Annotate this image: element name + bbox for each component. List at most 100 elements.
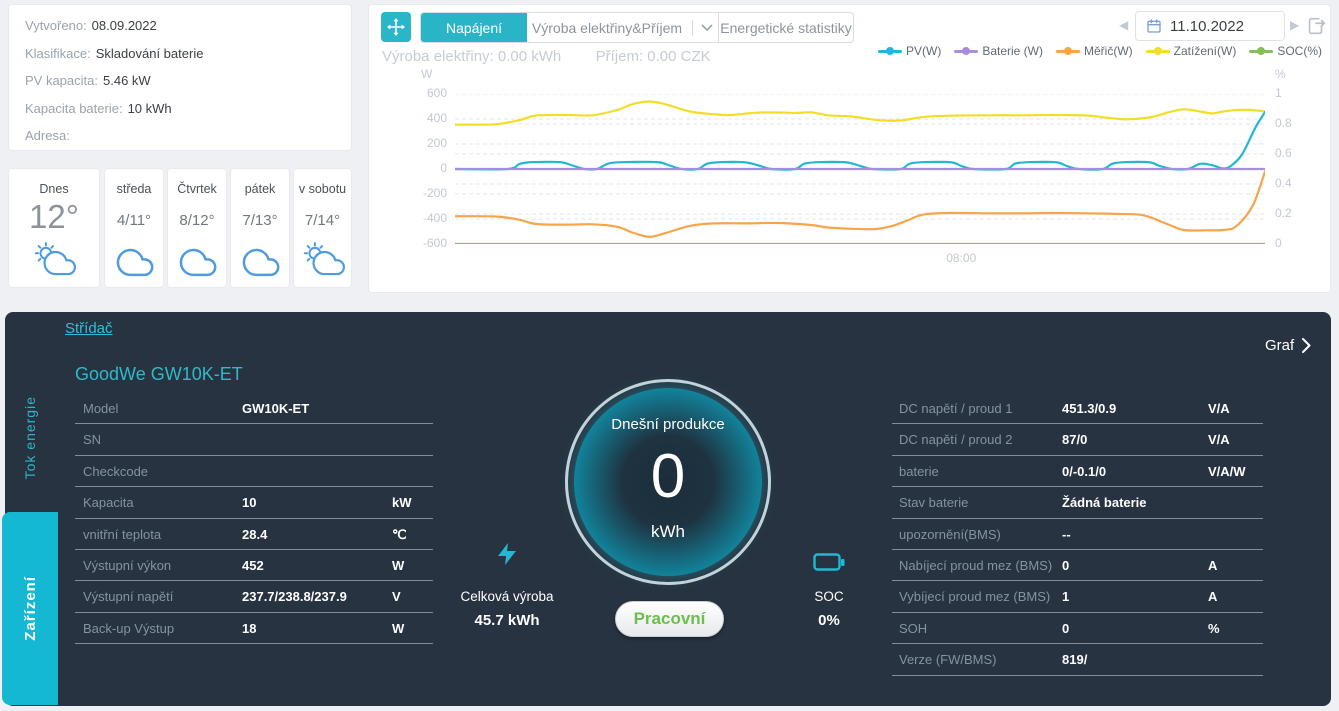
- tab-divider: [692, 19, 694, 36]
- legend-item[interactable]: PV(W): [877, 44, 942, 58]
- info-label: PV kapacita:: [25, 73, 98, 89]
- row-value: 0: [1062, 620, 1070, 636]
- weather-day-name: Čtvrtek: [177, 182, 217, 196]
- row-label: Výstupní napětí: [83, 589, 174, 605]
- info-row: Kapacita baterie: 10 kWh: [25, 101, 172, 116]
- info-label: Adresa:: [25, 128, 70, 144]
- legend-dot-marker: [1064, 47, 1072, 55]
- row-label: Výstupní výkon: [83, 557, 172, 573]
- weather-icon-wrap: [105, 241, 163, 279]
- legend-label: PV(W): [905, 44, 942, 58]
- row-value: 18: [242, 620, 257, 636]
- legend-item[interactable]: Baterie (W): [954, 44, 1043, 58]
- weather-card: Čtvrtek 8/12°: [167, 168, 227, 288]
- y-right-tick: 0.6: [1275, 146, 1292, 160]
- chart-panel: Napájení Výroba elektřiny&Příjem Energet…: [368, 4, 1331, 293]
- device-panel: Tok energie Zařízení Střídač Graf GoodWe…: [2, 312, 1331, 706]
- weather-temperature: 12°: [29, 198, 79, 235]
- x-axis-tick: 08:00: [946, 251, 977, 265]
- info-row: Klasifikace: Skladování baterie: [25, 46, 203, 61]
- table-row: Nabíjecí proud mez (BMS) 0 A: [892, 550, 1263, 582]
- plant-info-card: Vytvořeno: 08.09.2022 Klasifikace: Skladová…: [8, 4, 352, 151]
- legend-item[interactable]: Zatížení(W): [1145, 44, 1236, 58]
- weather-card: středa 4/11°: [104, 168, 164, 288]
- row-label: SN: [83, 432, 102, 448]
- daily-summary: Výroba elektřiny: 0.00 kWh Příjem: 0.00 …: [382, 48, 711, 65]
- row-label: Stav baterie: [899, 495, 969, 511]
- gauge-title: Dnešní produkce: [611, 416, 725, 434]
- row-label: Model: [83, 401, 119, 416]
- legend-item[interactable]: SOC(%): [1249, 44, 1322, 58]
- cloud-icon: [116, 248, 154, 277]
- export-button[interactable]: [1305, 15, 1327, 42]
- production-label: Výroba elektřiny:: [382, 48, 494, 65]
- status-button[interactable]: Pracovní: [615, 601, 724, 637]
- row-label: vnitřní teplota: [83, 526, 162, 542]
- y-left-tick: -400: [422, 211, 447, 225]
- row-label: baterie: [899, 463, 939, 479]
- total-production-value: 45.7 kWh: [474, 612, 540, 629]
- table-row: Back-up Výstup 18 W: [75, 613, 433, 645]
- weather-icon-wrap: [294, 241, 351, 279]
- sidebar-item-zarizeni[interactable]: Zařízení: [2, 512, 58, 705]
- weather-card: pátek 7/13°: [230, 168, 290, 288]
- previous-day-arrow[interactable]: ◀: [1119, 18, 1129, 32]
- legend-line-marker: [1145, 47, 1170, 55]
- date-picker[interactable]: 11.10.2022: [1135, 11, 1285, 41]
- tab-stridac[interactable]: Střídač: [65, 320, 113, 337]
- table-row: SOH 0%: [892, 613, 1263, 645]
- row-label: Vybíjecí proud mez (BMS): [899, 589, 1051, 605]
- row-value: 0: [1062, 557, 1070, 573]
- calendar-icon: [1147, 19, 1161, 33]
- legend-label: SOC(%): [1277, 44, 1322, 58]
- tab-energeticke-statistiky[interactable]: Energetické statistiky: [719, 13, 853, 42]
- table-row: Checkcode: [75, 456, 433, 488]
- tab-vyroba-prijem[interactable]: Výroba elektřiny&Příjem: [527, 13, 719, 42]
- legend-line-marker: [877, 47, 902, 55]
- y-left-tick: 400: [426, 111, 447, 125]
- info-row: Vytvořeno: 08.09.2022: [25, 18, 157, 33]
- income-label: Příjem:: [595, 48, 644, 65]
- legend-dot-marker: [962, 47, 971, 55]
- status-label: Pracovní: [633, 609, 706, 628]
- row-unit: %: [1208, 620, 1220, 636]
- series-Zatížení(W): [455, 100, 1265, 126]
- table-row: Výstupní výkon 452 W: [75, 550, 433, 582]
- table-row: vnitřní teplota 28.4 ℃: [75, 519, 433, 550]
- power-line-chart[interactable]: [455, 94, 1265, 244]
- weather-temperature: 7/14°: [304, 212, 341, 229]
- row-value: 451.3/0.9: [1062, 401, 1117, 416]
- next-day-arrow[interactable]: ▶: [1290, 18, 1300, 32]
- row-label: Nabíjecí proud mez (BMS): [899, 557, 1053, 573]
- table-row: Výstupní napětí 237.7/238.8/237.9 V: [75, 581, 433, 613]
- row-label: DC napětí / proud 2: [899, 432, 1013, 448]
- tab-napajeni[interactable]: Napájení: [421, 13, 527, 42]
- device-title: GoodWe GW10K-ET: [75, 364, 243, 384]
- info-row: PV kapacita: 5.46 kW: [25, 73, 151, 88]
- graf-link[interactable]: Graf: [1265, 337, 1311, 354]
- table-row: DC napětí / proud 2 87/0 V/A: [892, 424, 1263, 456]
- sun-cloud-icon: [303, 242, 345, 276]
- table-row: Kapacita 10 kW: [75, 487, 433, 519]
- weather-icon-wrap: [168, 241, 226, 279]
- move-button[interactable]: [381, 12, 411, 42]
- sidebar-item-tok-energie[interactable]: Tok energie: [2, 368, 58, 508]
- info-label: Vytvořeno:: [25, 18, 87, 33]
- row-label: Back-up Výstup: [83, 620, 175, 636]
- row-label: upozornění(BMS): [899, 526, 1001, 542]
- production-gauge-ring: [565, 379, 771, 585]
- y-left-tick: 0: [440, 161, 447, 175]
- info-label: Kapacita baterie:: [25, 100, 123, 116]
- y-left-tick: 600: [426, 86, 447, 100]
- row-unit: W: [392, 620, 405, 636]
- chevron-right-icon: [1302, 338, 1311, 353]
- row-value: 10: [242, 495, 257, 511]
- tab-label: Výroba elektřiny&Příjem: [531, 19, 683, 36]
- y-left-axis-unit: W: [421, 67, 433, 81]
- info-value: 10 kWh: [127, 100, 172, 116]
- tab-label: Energetické statistiky: [720, 19, 852, 36]
- legend-item[interactable]: Měřič(W): [1056, 44, 1133, 58]
- soc-stat: SOC 0%: [793, 553, 865, 629]
- weather-day-name: středa: [116, 182, 152, 196]
- move-icon: [387, 18, 405, 36]
